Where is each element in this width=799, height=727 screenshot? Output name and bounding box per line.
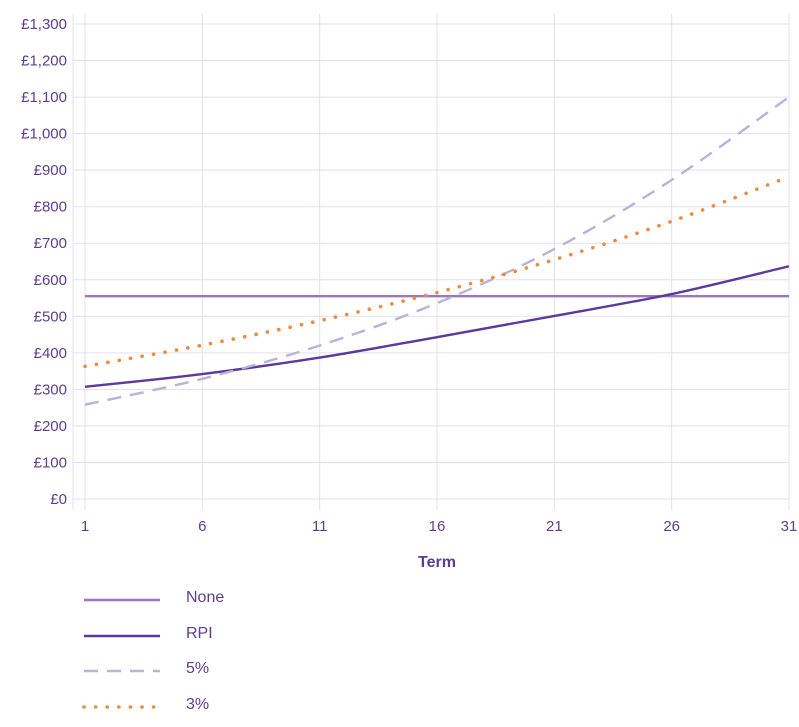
y-tick-label: £100 bbox=[34, 454, 67, 471]
legend: None RPI 5% 3% bbox=[82, 585, 382, 727]
legend-item-rpi: RPI bbox=[82, 621, 382, 657]
legend-label-3-percent: 3% bbox=[186, 696, 209, 714]
legend-item-5-percent: 5% bbox=[82, 656, 382, 692]
legend-swatch-none bbox=[82, 587, 164, 613]
y-tick-label: £300 bbox=[34, 381, 67, 398]
y-tick-label: £400 bbox=[34, 345, 67, 362]
x-tick-label: 26 bbox=[663, 518, 680, 535]
legend-swatch-rpi bbox=[82, 623, 164, 649]
y-tick-label: £700 bbox=[34, 235, 67, 252]
x-tick-label: 6 bbox=[198, 518, 206, 535]
y-tick-label: £500 bbox=[34, 308, 67, 325]
legend-swatch-3-percent bbox=[82, 694, 164, 720]
y-tick-label: £0 bbox=[50, 491, 67, 508]
x-tick-label: 31 bbox=[781, 518, 798, 535]
y-axis-tick-labels: £0 £100 £200 £300 £400 £500 £600 £700 £800 £900 £1… bbox=[21, 16, 67, 508]
legend-item-3-percent: 3% bbox=[82, 692, 382, 727]
x-tick-label: 11 bbox=[312, 518, 328, 535]
legend-label-none: None bbox=[186, 589, 224, 607]
y-tick-label: £800 bbox=[34, 199, 67, 216]
x-axis-label: Term bbox=[418, 554, 456, 571]
legend-swatch-5-percent bbox=[82, 658, 164, 684]
legend-item-none: None bbox=[82, 585, 382, 621]
y-tick-label: £1,000 bbox=[21, 126, 67, 143]
legend-label-5-percent: 5% bbox=[186, 660, 209, 678]
y-tick-label: £900 bbox=[34, 162, 67, 179]
y-tick-label: £200 bbox=[34, 418, 67, 435]
y-tick-label: £1,300 bbox=[21, 16, 67, 33]
x-tick-label: 1 bbox=[81, 518, 89, 535]
legend-label-rpi: RPI bbox=[186, 625, 213, 643]
x-tick-label: 21 bbox=[546, 518, 563, 535]
y-tick-label: £1,200 bbox=[21, 53, 67, 70]
grid-lines bbox=[73, 14, 789, 510]
line-chart: £0 £100 £200 £300 £400 £500 £600 £700 £800 £900 £1… bbox=[0, 0, 799, 580]
y-tick-label: £1,100 bbox=[21, 89, 67, 106]
y-tick-label: £600 bbox=[34, 272, 67, 289]
x-tick-label: 16 bbox=[429, 518, 446, 535]
